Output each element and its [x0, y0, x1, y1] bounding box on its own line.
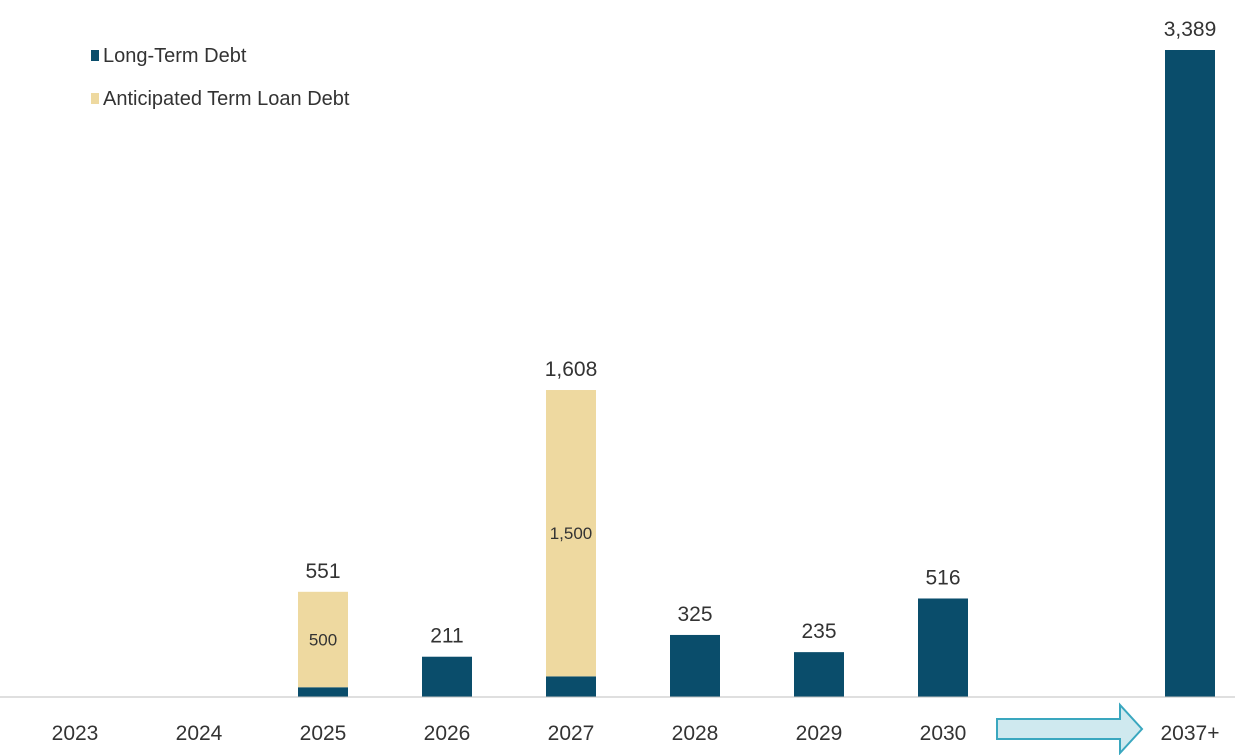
total-label-2037+: 3,389	[1164, 18, 1217, 41]
total-label-2027: 1,608	[545, 358, 598, 381]
total-label-2030: 516	[925, 566, 960, 589]
legend-label-term-loan: Anticipated Term Loan Debt	[103, 88, 350, 110]
bar-long-term-debt-2025	[298, 687, 348, 697]
bar-long-term-debt-2028	[670, 634, 720, 697]
legend-swatch-long-term-debt	[91, 50, 99, 61]
x-tick-label-2024: 2024	[176, 722, 223, 745]
bar-term-loan-2027	[546, 390, 596, 677]
arrow-annotation	[996, 702, 1144, 755]
labels-layer: 2023 2024 500 551 2025 211 2026 1,500 1,608 2027 3…	[52, 18, 1220, 745]
bars-layer	[298, 50, 1215, 697]
bar-long-term-debt-2029	[794, 652, 844, 697]
x-tick-label-2029: 2029	[796, 722, 843, 745]
bar-long-term-debt-2027	[546, 676, 596, 697]
x-tick-label-2027: 2027	[548, 722, 595, 745]
legend: Long-Term Debt Anticipated Term Loan Debt	[91, 45, 350, 110]
segment-label-2027: 1,500	[550, 524, 593, 543]
bar-long-term-debt-2030	[918, 598, 968, 697]
bar-term-loan-2025	[298, 591, 348, 688]
segment-label-2025: 500	[309, 631, 337, 650]
bar-long-term-debt-2037+	[1165, 50, 1215, 697]
total-label-2025: 551	[305, 560, 340, 583]
x-tick-label-2026: 2026	[424, 722, 471, 745]
x-tick-label-2030: 2030	[920, 722, 967, 745]
x-tick-label-2025: 2025	[300, 722, 347, 745]
legend-swatch-term-loan	[91, 93, 99, 104]
arrow-icon	[996, 702, 1144, 755]
legend-label-long-term-debt: Long-Term Debt	[103, 45, 247, 67]
x-tick-label-2023: 2023	[52, 722, 99, 745]
total-label-2028: 325	[677, 603, 712, 626]
bar-long-term-debt-2026	[422, 656, 472, 697]
total-label-2029: 235	[801, 620, 836, 643]
x-tick-label-2037+: 2037+	[1161, 722, 1220, 745]
total-label-2026: 211	[430, 625, 463, 648]
x-tick-label-2028: 2028	[672, 722, 719, 745]
